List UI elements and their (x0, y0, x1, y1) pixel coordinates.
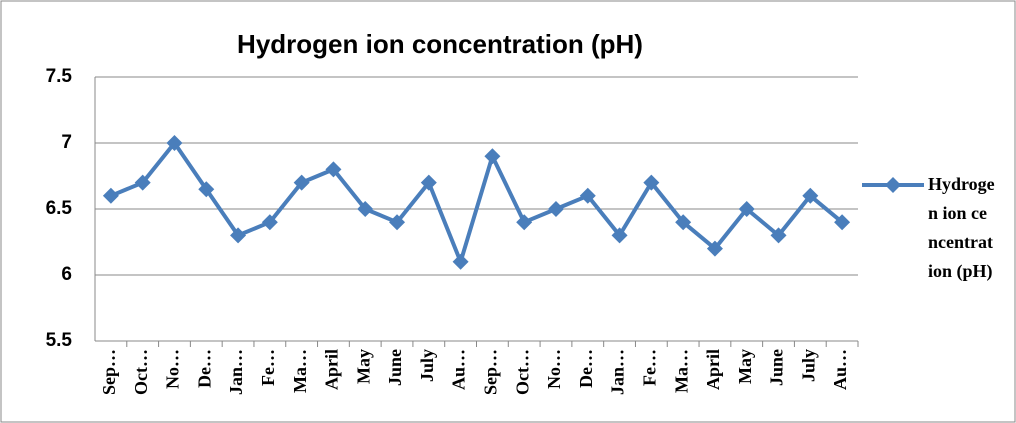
marker (484, 148, 501, 165)
marker (611, 227, 628, 244)
marker (230, 227, 247, 244)
x-tick-label: June (385, 349, 405, 386)
marker (675, 214, 692, 231)
y-tick-label: 6 (61, 264, 72, 285)
legend-label: Hydrogen ion cencentration (pH) (928, 174, 995, 281)
marker (134, 174, 151, 191)
marker (166, 135, 183, 151)
marker (738, 201, 755, 217)
marker (389, 214, 406, 231)
marker (516, 214, 533, 231)
x-tick-label: Oct… (512, 349, 532, 395)
x-tick-label: June (767, 349, 787, 386)
x-tick-label: Sep… (481, 349, 501, 395)
x-tick-label: April (322, 349, 342, 390)
x-tick-label: No… (544, 349, 564, 389)
x-tick-label: Ma… (671, 349, 691, 393)
marker (261, 214, 278, 231)
marker (770, 227, 787, 244)
y-tick-label: 6.5 (46, 198, 73, 219)
x-tick-label: Ma… (290, 349, 310, 393)
marker (802, 187, 819, 204)
marker (102, 187, 119, 204)
marker (579, 187, 596, 204)
marker (452, 253, 469, 270)
chart-title: Hydrogen ion concentration (pH) (237, 29, 643, 59)
legend-marker (885, 177, 901, 193)
x-tick-label: July (417, 349, 437, 382)
x-tick-label: Fe… (639, 349, 659, 386)
marker (547, 201, 564, 217)
x-tick-label: Jan… (226, 349, 246, 395)
x-tick-label: Jan… (608, 349, 628, 395)
y-tick-label: 7.5 (46, 66, 73, 87)
x-tick-label: Fe… (258, 349, 278, 386)
marker (293, 174, 310, 191)
y-tick-label: 5.5 (46, 330, 73, 351)
x-tick-label: April (703, 349, 723, 390)
marker (420, 174, 437, 191)
x-tick-label: Au… (830, 349, 850, 390)
x-tick-label: De… (576, 349, 596, 388)
marker (357, 201, 374, 217)
marker (706, 240, 723, 257)
marker (325, 161, 342, 178)
x-tick-label: July (798, 349, 818, 382)
marker (834, 214, 851, 231)
y-tick-label: 7 (61, 132, 72, 153)
line-series (110, 141, 844, 264)
x-tick-label: May (735, 349, 755, 384)
x-tick-label: Sep… (99, 349, 119, 395)
x-tick-label: May (353, 349, 373, 384)
x-tick-label: De… (194, 349, 214, 388)
marker (198, 181, 215, 198)
marker (643, 174, 660, 191)
x-tick-label: Au… (449, 349, 469, 390)
x-tick-label: Oct… (131, 349, 151, 395)
x-tick-label: No… (163, 349, 183, 389)
